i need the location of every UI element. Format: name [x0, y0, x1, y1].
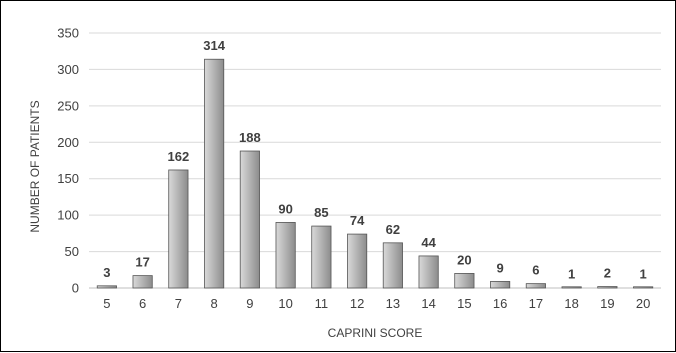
x-tick-label: 5 [103, 296, 110, 311]
y-axis-ticks: 0 50 100 150 200 250 300 350 [57, 26, 79, 296]
y-tick-label: 50 [65, 244, 79, 259]
bar-7 [168, 169, 189, 289]
x-tick-label: 14 [421, 296, 435, 311]
x-tick-label: 12 [350, 296, 364, 311]
x-tick-label: 11 [315, 296, 329, 311]
data-label: 1 [568, 266, 575, 281]
y-tick-label: 150 [57, 171, 79, 186]
y-tick-label: 100 [57, 208, 79, 223]
x-tick-label: 9 [246, 296, 253, 311]
x-tick-label: 7 [175, 296, 182, 311]
bar-15 [454, 273, 475, 289]
x-tick-label: 18 [564, 296, 578, 311]
bar-19 [597, 286, 618, 289]
bar-8 [204, 58, 225, 289]
bar-5 [96, 285, 117, 289]
bar-12 [347, 233, 368, 289]
y-tick-label: 0 [72, 281, 79, 296]
bar-17 [525, 283, 546, 289]
data-label: 44 [421, 235, 436, 250]
data-label: 62 [386, 222, 400, 237]
data-label: 1 [640, 266, 647, 281]
x-tick-label: 6 [139, 296, 146, 311]
bar-9 [239, 150, 260, 289]
data-label: 85 [314, 205, 328, 220]
x-tick-label: 19 [600, 296, 614, 311]
y-tick-label: 250 [57, 98, 79, 113]
data-label: 2 [604, 266, 611, 281]
data-label: 314 [203, 38, 225, 53]
y-tick-label: 200 [57, 135, 79, 150]
bar-13 [382, 242, 403, 289]
data-label: 188 [239, 130, 261, 145]
bar-20 [633, 286, 654, 289]
bar-18 [561, 286, 582, 289]
data-label: 6 [532, 263, 539, 278]
x-tick-label: 16 [493, 296, 507, 311]
bar-16 [490, 281, 511, 289]
bar-6 [132, 275, 153, 289]
x-axis-title: CAPRINI SCORE [328, 326, 423, 340]
x-tick-label: 17 [529, 296, 543, 311]
data-label: 162 [168, 149, 190, 164]
x-tick-label: 8 [211, 296, 218, 311]
data-label: 17 [135, 255, 149, 270]
data-label: 90 [278, 201, 292, 216]
bars [96, 58, 654, 289]
x-axis-ticks: 5 6 7 8 9 10 11 12 13 14 15 16 17 18 19 20 [103, 296, 650, 311]
data-label: 9 [497, 260, 504, 275]
data-label: 20 [457, 252, 471, 267]
x-tick-label: 10 [278, 296, 292, 311]
y-tick-label: 300 [57, 62, 79, 77]
data-labels: 3 17 162 314 188 90 85 74 62 44 20 9 6 1 2 1 [103, 38, 646, 281]
y-axis-title: NUMBER OF PATIENTS [28, 100, 42, 232]
bar-11 [311, 225, 332, 289]
data-label: 3 [103, 265, 110, 280]
x-tick-label: 20 [636, 296, 650, 311]
x-tick-label: 13 [386, 296, 400, 311]
bar-14 [418, 255, 439, 289]
y-tick-label: 350 [57, 26, 79, 41]
x-tick-label: 15 [457, 296, 471, 311]
bar-10 [275, 222, 296, 289]
data-label: 74 [350, 213, 365, 228]
